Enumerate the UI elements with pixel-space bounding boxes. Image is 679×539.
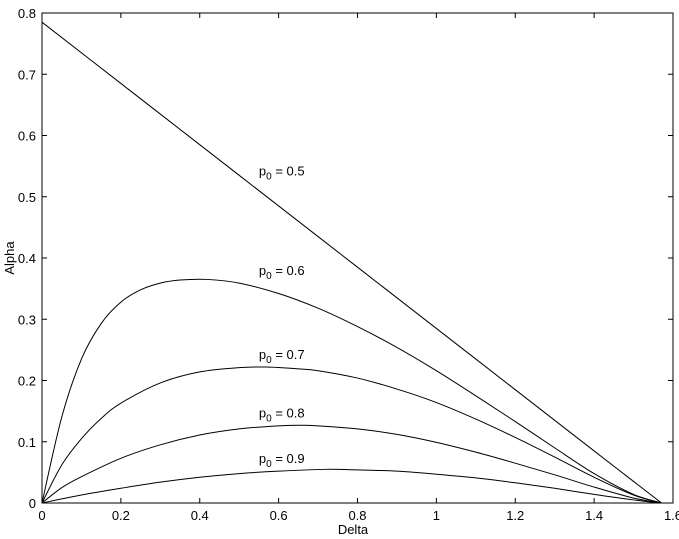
series-label-3: p0 = 0.7 <box>259 347 305 366</box>
series-line-1 <box>41 21 662 504</box>
series-label-1: p0 = 0.5 <box>259 163 305 182</box>
plot-frame <box>41 12 674 504</box>
series-label-4: p0 = 0.8 <box>259 405 305 424</box>
x-axis-label: Delta <box>338 522 369 537</box>
y-tick-label: 0.6 <box>18 129 36 144</box>
y-tick-label: 0.1 <box>18 435 36 450</box>
y-tick-label: 0.3 <box>18 312 36 327</box>
y-axis-label: Alpha <box>2 241 17 275</box>
y-tick-label: 0.8 <box>18 6 36 21</box>
x-tick-label: 0.6 <box>270 508 288 523</box>
x-tick-label: 0.4 <box>191 508 209 523</box>
series-line-2 <box>41 278 662 504</box>
x-tick-label: 0.8 <box>348 508 366 523</box>
y-tick-label: 0.4 <box>18 251 36 266</box>
axis-ticks <box>41 12 674 504</box>
tick-labels: 0 0.2 0.4 0.6 0.8 1 1.2 1.4 1.6 0 0.1 0.2 0.3 0.4 0.5 0… <box>18 6 679 523</box>
series-labels: p0 = 0.5 p0 = 0.6 p0 = 0.7 p0 = 0.8 p0 = 0.9 <box>259 163 305 470</box>
x-tick-label: 1.6 <box>664 508 679 523</box>
series-label-5: p0 = 0.9 <box>259 451 305 470</box>
x-tick-label: 0.2 <box>112 508 130 523</box>
series-line-3 <box>41 366 662 504</box>
series-line-4 <box>41 424 662 504</box>
series-line-5 <box>41 468 662 504</box>
x-tick-label: 1.4 <box>585 508 603 523</box>
y-tick-label: 0 <box>29 496 36 511</box>
y-tick-label: 0.5 <box>18 190 36 205</box>
series-lines <box>41 21 662 504</box>
x-tick-label: 1 <box>433 508 440 523</box>
y-tick-label: 0.2 <box>18 374 36 389</box>
y-tick-label: 0.7 <box>18 67 36 82</box>
series-label-2: p0 = 0.6 <box>259 263 305 282</box>
x-tick-label: 1.2 <box>506 508 524 523</box>
x-tick-label: 0 <box>38 508 45 523</box>
